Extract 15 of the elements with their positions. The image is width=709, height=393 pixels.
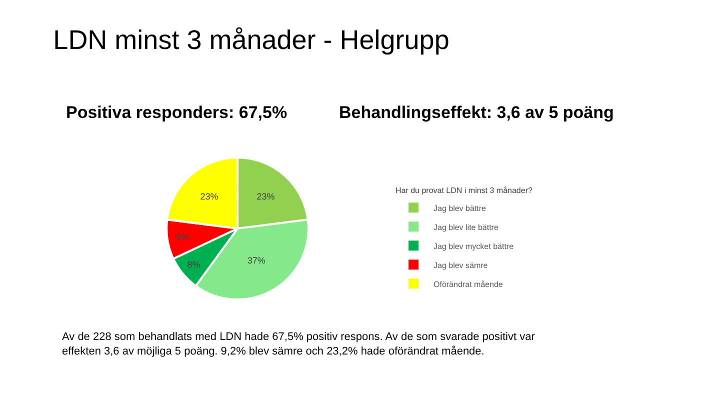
legend-title: Har du provat LDN i minst 3 månader?: [395, 186, 533, 196]
legend-label: Jag blev lite bättre: [433, 222, 499, 232]
data-label: 23%: [256, 192, 275, 202]
legend-label: Jag blev bättre: [433, 204, 487, 213]
text: Behandlingseffekt: 3,6 av 5 poäng: [339, 103, 614, 122]
data-label: 9%: [176, 232, 190, 242]
text: Positiva responders: 67,5%: [66, 103, 288, 122]
legend-label: Jag blev mycket bättre: [433, 242, 514, 251]
data-label: 23%: [200, 192, 218, 202]
text: Av de 228 som behandlats med LDN hade 67,5% positiv respons. Av de som svarade positivt var effekten 3,6 av möjliga 5 poäng. 9,2% blev sämre och 23,2% hade oförändrat mående.: [62, 331, 536, 358]
data-label: 37%: [247, 255, 266, 266]
chart-title: LDN minst 3 månader - Helgrupp: [53, 24, 450, 55]
legend-label: Oförändrat mående: [433, 280, 504, 289]
legend-label: Jag blev sämre: [433, 260, 488, 270]
data-label: 8%: [187, 260, 200, 270]
